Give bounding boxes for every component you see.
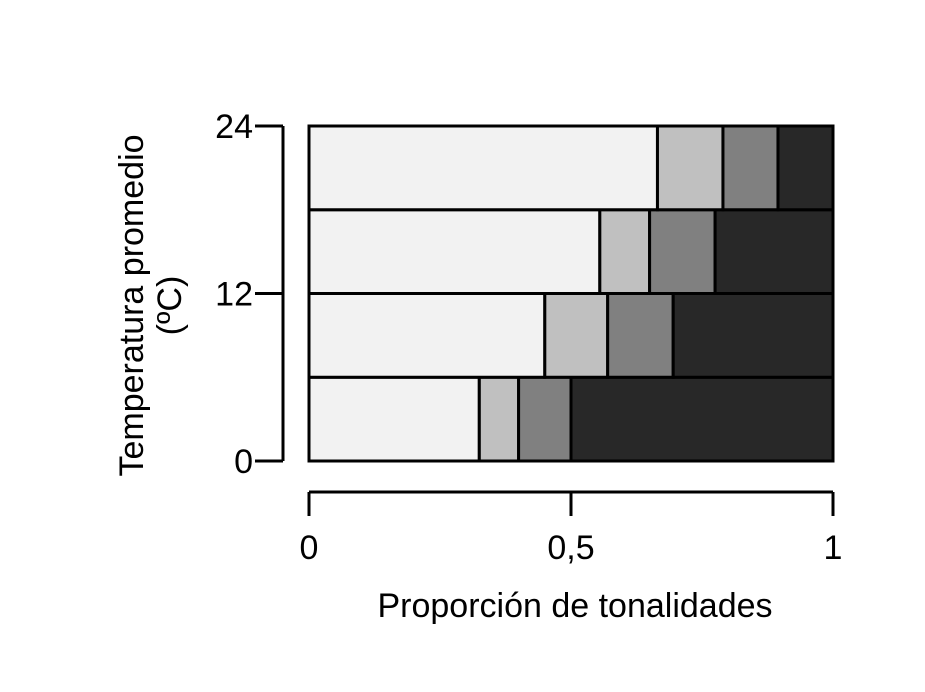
bar-segment bbox=[307, 375, 481, 463]
bars-layer bbox=[307, 124, 835, 463]
bar-segment bbox=[517, 375, 573, 463]
bar-segment bbox=[671, 292, 835, 379]
bar-segment bbox=[307, 208, 602, 295]
bar-3 bbox=[307, 124, 835, 212]
bar-segment bbox=[477, 375, 521, 463]
bar-segment bbox=[307, 124, 659, 212]
bar-segment bbox=[713, 208, 835, 295]
y-axis-unit: (ºC) bbox=[151, 276, 189, 336]
bar-segment bbox=[606, 292, 675, 379]
x-tick-label: 0,5 bbox=[547, 529, 594, 567]
bar-2 bbox=[307, 208, 835, 295]
bar-0 bbox=[307, 375, 835, 463]
y-tick-label: 12 bbox=[215, 276, 253, 314]
bar-segment bbox=[776, 124, 835, 212]
bar-segment bbox=[543, 292, 610, 379]
y-axis-title: Temperatura promedio bbox=[113, 134, 151, 476]
bar-segment bbox=[598, 208, 652, 295]
bar-segment bbox=[655, 124, 725, 212]
x-tick-label: 1 bbox=[824, 529, 843, 567]
x-axis: 0 0,5 1 bbox=[300, 490, 843, 567]
bar-segment bbox=[721, 124, 780, 212]
bar-segment bbox=[569, 375, 835, 463]
bar-1 bbox=[307, 292, 835, 379]
bar-segment bbox=[307, 292, 547, 379]
x-axis-title: Proporción de tonalidades bbox=[377, 587, 772, 625]
y-axis: 0 12 24 bbox=[215, 108, 285, 481]
y-tick-label: 24 bbox=[215, 108, 253, 146]
x-tick-label: 0 bbox=[300, 529, 319, 567]
bar-segment bbox=[648, 208, 717, 295]
y-tick-label: 0 bbox=[234, 443, 253, 481]
